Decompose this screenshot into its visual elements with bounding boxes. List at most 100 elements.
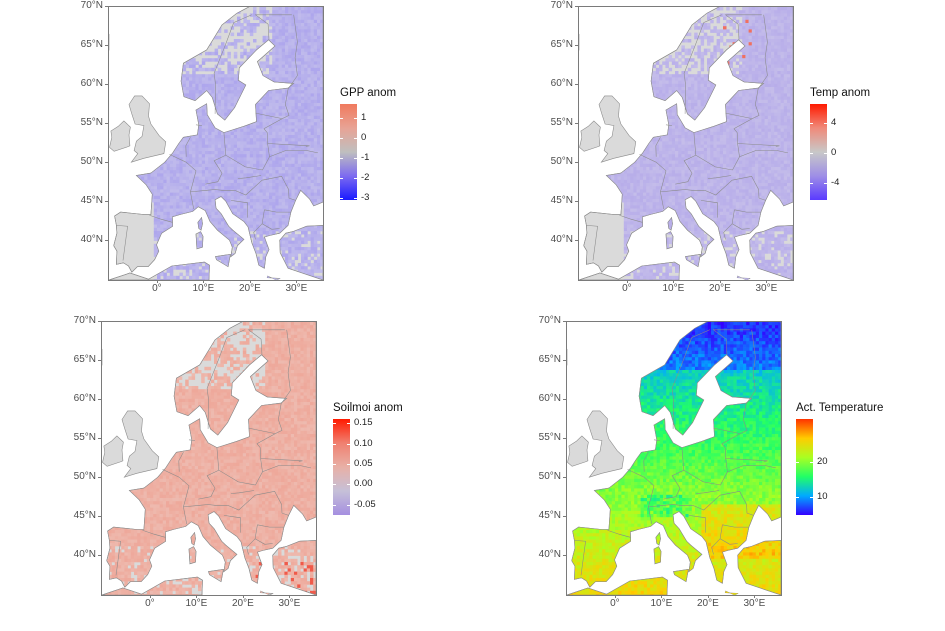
- map-canvas: [567, 322, 781, 595]
- legend-tickmark: [333, 443, 336, 445]
- legend-tick-label: 4: [831, 117, 836, 128]
- latitude-tick: [575, 162, 578, 163]
- latitude-tick: [563, 360, 566, 361]
- latitude-tick: [98, 399, 101, 400]
- longitude-tick: [196, 595, 198, 598]
- legend-colorbar: [340, 104, 357, 200]
- longitude-tick: [766, 280, 768, 283]
- legend-tick-label: -0.05: [354, 499, 376, 510]
- legend-tick-label: 0: [831, 148, 836, 158]
- latitude-tick-label: 45°N: [517, 510, 561, 522]
- latitude-tick-label: 65°N: [59, 39, 103, 51]
- latitude-tick-label: 55°N: [59, 117, 103, 129]
- legend-colorbar: [796, 419, 813, 515]
- latitude-tick-label: 65°N: [529, 39, 573, 51]
- latitude-tick-label: 65°N: [517, 354, 561, 366]
- legend-tick-label: 0.10: [354, 438, 373, 449]
- longitude-tick-label: 10°E: [176, 598, 216, 610]
- latitude-tick-label: 70°N: [59, 0, 103, 12]
- legend-tickmark: [333, 423, 336, 425]
- longitude-tick-label: 10°E: [183, 283, 223, 295]
- longitude-tick-label: 20°E: [230, 283, 270, 295]
- legend-tickmark: [796, 497, 799, 499]
- latitude-tick-label: 50°N: [529, 156, 573, 168]
- latitude-tick: [105, 201, 108, 202]
- latitude-tick-label: 60°N: [59, 78, 103, 90]
- latitude-tick: [575, 123, 578, 124]
- longitude-tick: [673, 280, 675, 283]
- latitude-tick-label: 40°N: [52, 549, 96, 561]
- latitude-tick-label: 55°N: [529, 117, 573, 129]
- legend-tickmark: [810, 497, 813, 499]
- map-canvas: [109, 7, 323, 280]
- country-borders: [579, 7, 793, 280]
- legend-tickmark: [824, 153, 827, 155]
- latitude-tick-label: 40°N: [59, 234, 103, 246]
- longitude-tick-label: 30°E: [734, 598, 774, 610]
- legend-tickmark: [347, 443, 350, 445]
- latitude-tick-label: 50°N: [59, 156, 103, 168]
- map-frame: [101, 321, 317, 596]
- latitude-tick-label: 45°N: [59, 195, 103, 207]
- latitude-tick: [98, 555, 101, 556]
- longitude-tick: [296, 280, 298, 283]
- latitude-tick-label: 45°N: [52, 510, 96, 522]
- latitude-tick: [98, 321, 101, 322]
- latitude-tick-label: 60°N: [52, 393, 96, 405]
- longitude-tick: [754, 595, 756, 598]
- latitude-tick-label: 55°N: [517, 432, 561, 444]
- longitude-tick: [707, 595, 709, 598]
- longitude-tick: [249, 280, 251, 283]
- longitude-tick-label: 10°E: [641, 598, 681, 610]
- latitude-tick: [105, 240, 108, 241]
- latitude-tick: [105, 84, 108, 85]
- map-frame: [578, 6, 794, 281]
- longitude-tick: [626, 280, 628, 283]
- latitude-tick: [98, 360, 101, 361]
- latitude-tick: [98, 477, 101, 478]
- longitude-tick-label: 20°E: [223, 598, 263, 610]
- legend-tick-label: -1: [361, 153, 369, 163]
- legend-tickmark: [810, 461, 813, 463]
- longitude-tick-label: 30°E: [269, 598, 309, 610]
- longitude-tick: [156, 280, 158, 283]
- longitude-tick: [661, 595, 663, 598]
- longitude-tick-label: 10°E: [653, 283, 693, 295]
- legend-tickmark: [340, 158, 343, 159]
- legend-tickmark: [796, 461, 799, 463]
- longitude-tick: [289, 595, 291, 598]
- map-frame: [108, 6, 324, 281]
- map-frame: [566, 321, 782, 596]
- longitude-tick: [614, 595, 616, 598]
- latitude-tick: [575, 201, 578, 202]
- legend-tickmark: [333, 463, 336, 465]
- legend-title: Soilmoi anom: [333, 402, 403, 414]
- latitude-tick-label: 60°N: [529, 78, 573, 90]
- latitude-tick-label: 65°N: [52, 354, 96, 366]
- longitude-tick: [149, 595, 151, 598]
- longitude-tick-label: 20°E: [700, 283, 740, 295]
- latitude-tick-label: 55°N: [52, 432, 96, 444]
- legend-tickmark: [810, 183, 813, 185]
- legend-colorbar: [333, 419, 350, 515]
- latitude-tick-label: 50°N: [52, 471, 96, 483]
- legend-tickmark: [354, 138, 357, 139]
- latitude-tick: [563, 555, 566, 556]
- legend-tickmark: [333, 504, 336, 506]
- legend-title: GPP anom: [340, 87, 396, 99]
- latitude-tick: [563, 399, 566, 400]
- legend-tick-label: 0.00: [354, 479, 373, 489]
- longitude-tick: [203, 280, 205, 283]
- legend-tickmark: [340, 178, 343, 179]
- legend-tickmark: [340, 118, 343, 119]
- legend-tickmark: [340, 198, 343, 199]
- legend-title: Temp anom: [810, 87, 870, 99]
- legend-tick-label: 20: [817, 456, 828, 467]
- legend-tickmark: [347, 484, 350, 486]
- legend-tick-label: -4: [831, 178, 839, 188]
- legend-tickmark: [347, 423, 350, 425]
- latitude-tick-label: 40°N: [529, 234, 573, 246]
- latitude-tick: [105, 6, 108, 7]
- legend-tickmark: [824, 183, 827, 185]
- longitude-tick-label: 0°: [595, 598, 635, 610]
